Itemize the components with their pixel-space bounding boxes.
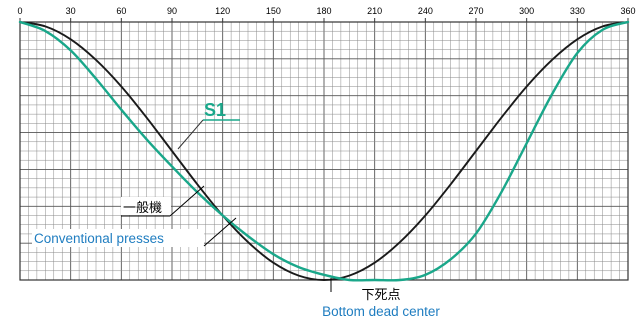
- x-tick-label: 90: [167, 6, 177, 16]
- series-layer: [18, 20, 630, 282]
- x-tick-label: 30: [66, 6, 76, 16]
- s1-leader-line: [177, 119, 204, 150]
- conventional-jp-label: 一般機: [123, 200, 162, 216]
- x-tick-label: 120: [215, 6, 230, 16]
- x-tick-label: 180: [316, 6, 331, 16]
- x-tick-label: 300: [519, 6, 534, 16]
- bdc-en-label: Bottom dead center: [322, 304, 440, 319]
- x-axis-ticks: 0 30 60 90 120 150 180 210 240 270 300 330 360: [17, 6, 636, 22]
- x-tick-label: 0: [17, 6, 22, 16]
- s1-annotation: S1: [177, 100, 240, 150]
- conventional-press-curve: [19, 21, 629, 281]
- x-tick-label: 210: [367, 6, 382, 16]
- conventional-en-annotation: Conventional presses: [32, 217, 237, 247]
- x-tick-label: 150: [266, 6, 281, 16]
- conventional-en-label-bg: [32, 229, 204, 247]
- s1-label: S1: [204, 100, 226, 120]
- x-tick-label: 60: [116, 6, 126, 16]
- conventional-en-label: Conventional presses: [34, 231, 164, 246]
- conventional-jp-leader-line: [169, 185, 205, 217]
- conventional-jp-annotation: 一般機: [121, 185, 205, 217]
- conventional-en-leader-line: [203, 217, 237, 247]
- x-tick-label: 360: [620, 6, 635, 16]
- bdc-annotation: 下死点 Bottom dead center: [322, 278, 440, 319]
- x-tick-label: 240: [418, 6, 433, 16]
- conventional-jp-label-bg: [121, 197, 171, 215]
- s1-curve: [18, 20, 630, 282]
- x-tick-label: 330: [570, 6, 585, 16]
- bdc-jp-label: 下死点: [361, 288, 400, 303]
- x-tick-label: 270: [468, 6, 483, 16]
